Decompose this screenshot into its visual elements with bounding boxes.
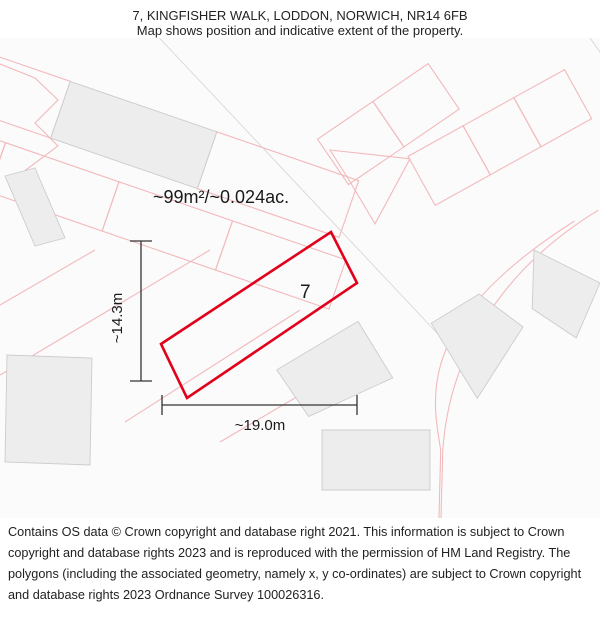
svg-text:~19.0m: ~19.0m: [235, 417, 285, 434]
svg-text:7: 7: [300, 282, 311, 303]
svg-text:~14.3m: ~14.3m: [109, 293, 126, 343]
svg-text:~99m²/~0.024ac.: ~99m²/~0.024ac.: [153, 187, 289, 207]
